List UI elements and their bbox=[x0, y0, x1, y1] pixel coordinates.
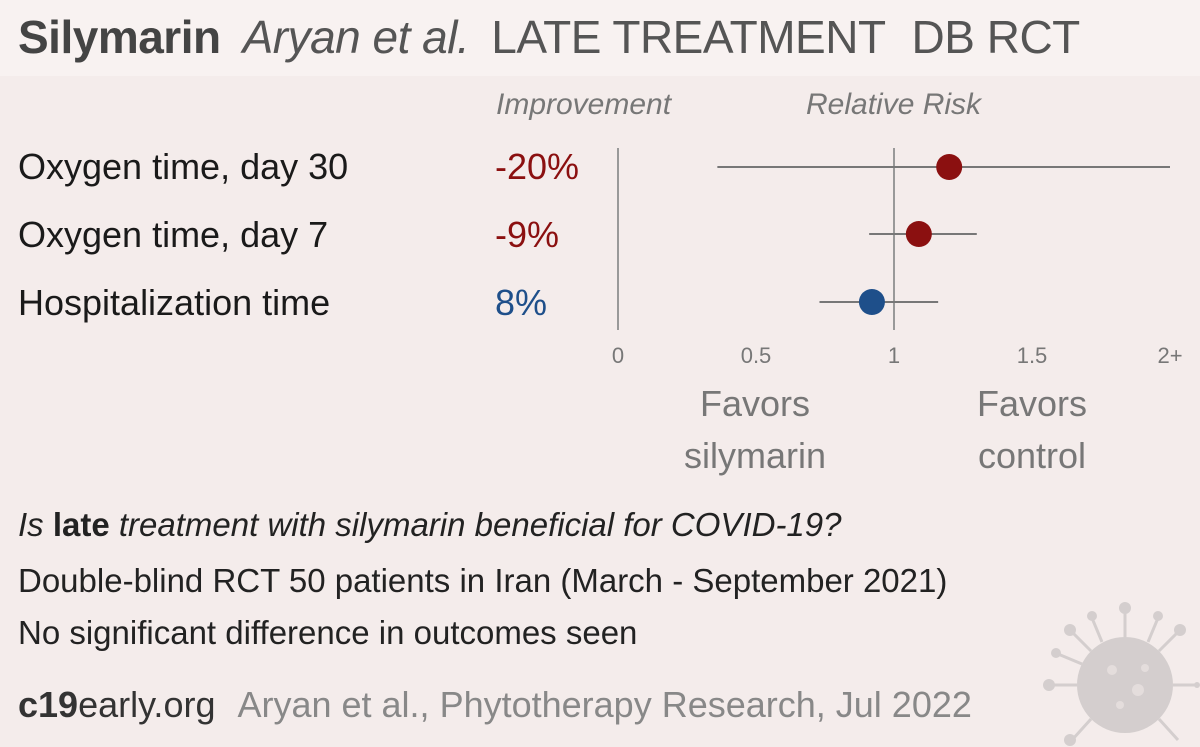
question-prefix: Is bbox=[18, 506, 53, 543]
tick-label: 0 bbox=[612, 343, 624, 368]
drug-name: Silymarin bbox=[18, 11, 221, 63]
point-estimate bbox=[905, 221, 932, 247]
page-title: Silymarin Aryan et al. LATE TREATMENT DB RC… bbox=[18, 10, 1080, 64]
improvement-value: -9% bbox=[495, 214, 560, 255]
study-design: DB RCT bbox=[911, 11, 1081, 63]
header-bar bbox=[0, 0, 1200, 76]
point-estimate bbox=[936, 154, 963, 180]
tick-label: 1 bbox=[888, 343, 900, 368]
favors-right-line2: control bbox=[977, 435, 1087, 476]
site-name[interactable]: c19early.org bbox=[18, 684, 215, 725]
tick-label: 1.5 bbox=[1017, 343, 1048, 368]
improvement-column-header: Improvement bbox=[496, 88, 672, 121]
improvement-value: 8% bbox=[495, 282, 548, 323]
improvement-value: -20% bbox=[495, 146, 580, 187]
site-name-rest: early.org bbox=[78, 684, 216, 725]
question-bold: late bbox=[52, 506, 110, 543]
summary-question: Is late treatment with silymarin benefic… bbox=[18, 506, 842, 544]
footer: c19early.org Aryan et al., Phytotherapy R… bbox=[18, 684, 972, 726]
favors-left-line1: Favors bbox=[699, 383, 811, 424]
reference-citation: Aryan et al., Phytotherapy Research, Jul… bbox=[237, 684, 972, 725]
favors-right-line1: Favors bbox=[976, 383, 1088, 424]
forest-plot: 0 0.5 1 1.5 2+ bbox=[612, 148, 1183, 368]
study-authors: Aryan et al. bbox=[242, 11, 470, 63]
treatment-category: LATE TREATMENT bbox=[491, 11, 886, 63]
summary-study: Double-blind RCT 50 patients in Iran (Ma… bbox=[18, 562, 948, 599]
point-estimate bbox=[858, 289, 885, 315]
outcome-label: Oxygen time, day 30 bbox=[18, 146, 349, 187]
favors-control-label: Favors control bbox=[937, 378, 1127, 482]
favors-left-line2: silymarin bbox=[683, 435, 826, 476]
virus-icon bbox=[1043, 602, 1200, 746]
site-name-bold: c19 bbox=[18, 684, 79, 725]
relative-risk-column-header: Relative Risk bbox=[806, 88, 982, 121]
tick-label: 2+ bbox=[1157, 343, 1182, 368]
tick-label: 0.5 bbox=[741, 343, 772, 368]
outcome-label: Oxygen time, day 7 bbox=[18, 214, 329, 255]
outcome-label: Hospitalization time bbox=[18, 282, 331, 323]
favors-treatment-label: Favors silymarin bbox=[660, 378, 850, 482]
summary-conclusion: No significant difference in outcomes se… bbox=[18, 614, 638, 651]
question-suffix: treatment with silymarin beneficial for … bbox=[109, 506, 842, 543]
